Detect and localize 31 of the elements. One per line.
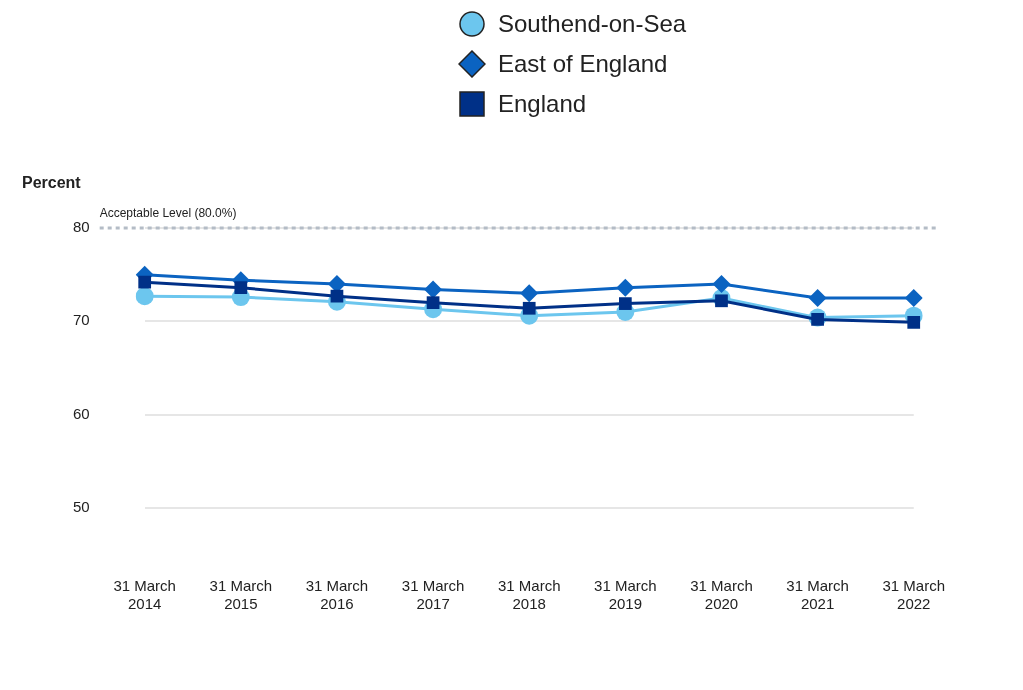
point — [520, 284, 539, 303]
point — [424, 280, 443, 299]
x-tick-label: 31 March 2014 — [113, 577, 176, 613]
legend-label: England — [498, 90, 587, 118]
y-tick-label: 50 — [73, 498, 90, 516]
ref-line-label: Acceptable Level (80.0%) — [99, 206, 237, 221]
point — [907, 315, 921, 329]
point — [426, 296, 440, 310]
x-tick-label: 31 March 2018 — [497, 577, 561, 613]
x-tick-label: 31 March 2020 — [690, 577, 753, 613]
point — [808, 289, 827, 307]
point — [135, 287, 154, 306]
x-tick-label: 31 March 2017 — [401, 577, 465, 613]
point — [618, 297, 632, 310]
x-tick-label: 31 March 2015 — [209, 577, 273, 613]
y-tick-label: 80 — [73, 218, 90, 236]
point — [904, 289, 923, 307]
x-tick-label: 31 March 2021 — [786, 577, 849, 613]
legend-label: East of England — [498, 50, 668, 78]
legend-label: Southend-on-Sea — [498, 10, 687, 38]
x-tick-label: 31 March 2016 — [305, 577, 369, 613]
point — [616, 278, 635, 297]
x-tick-label: 31 March 2022 — [882, 577, 945, 613]
x-tick-label: 31 March 2019 — [594, 577, 657, 613]
y-tick-label: 60 — [73, 404, 90, 422]
point — [522, 301, 536, 315]
point — [234, 281, 248, 295]
point — [138, 275, 152, 289]
y-tick-label: 70 — [73, 311, 90, 329]
point — [712, 275, 731, 293]
y-axis-title: Percent — [22, 174, 82, 192]
